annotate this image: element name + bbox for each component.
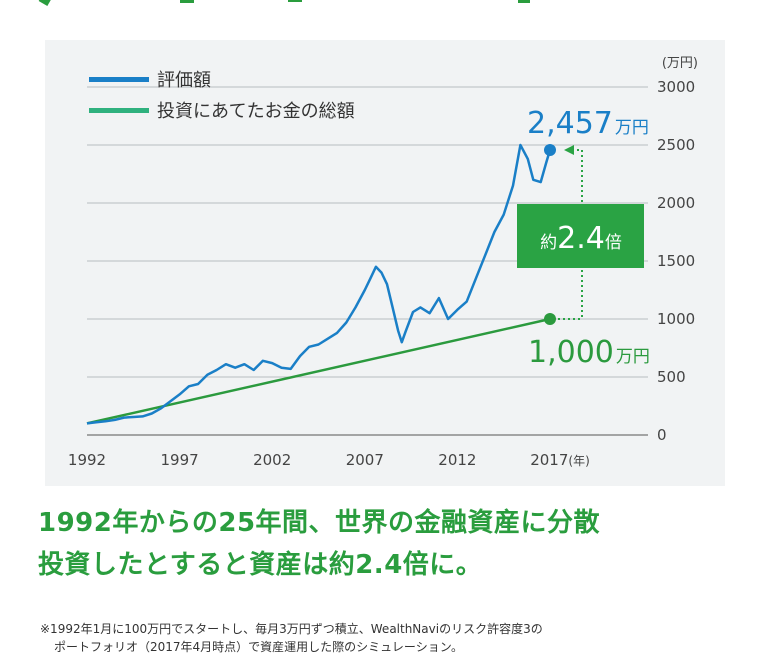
endpoint-unit-valuation: 万円 bbox=[615, 118, 649, 138]
difference-connector bbox=[558, 144, 583, 320]
endpoint-label-valuation: 2,457 万円 bbox=[527, 106, 649, 141]
legend-label-invested-total: 投資にあてたお金の総額 bbox=[157, 101, 355, 122]
ratio-badge-background bbox=[517, 204, 644, 268]
series-line-invested-total bbox=[86, 317, 551, 425]
headline-line-2: 投資したとすると資産は約2.4倍に。 bbox=[38, 550, 483, 580]
top-cropped-heading bbox=[0, 0, 768, 40]
grid-lines bbox=[87, 86, 648, 436]
y-axis-unit-label: (万円) bbox=[662, 56, 698, 71]
endpoint-label-invested-total: 1,000 万円 bbox=[528, 335, 650, 370]
series-line-valuation bbox=[86, 143, 552, 425]
legend: 評価額 投資にあてたお金の総額 bbox=[89, 70, 355, 122]
endpoint-unit-invested-total: 万円 bbox=[616, 347, 650, 367]
endpoint-value-invested-total: 1,000 bbox=[528, 335, 614, 370]
y-tick-label: 2000 bbox=[657, 194, 695, 212]
footnote: ※1992年1月に100万円でスタートし、毎月3万円ずつ積立、WealthNav… bbox=[40, 620, 740, 656]
x-axis-tick-labels: 1992 1997 2002 2007 2012 2017(年) bbox=[68, 451, 590, 469]
ratio-badge-text: 約2.4倍 bbox=[540, 221, 622, 256]
connector-arrowhead bbox=[564, 144, 574, 155]
headline: 1992年からの25年間、世界の金融資産に分散 投資したとすると資産は約2.4倍… bbox=[38, 502, 738, 586]
legend-swatch-invested-total bbox=[89, 108, 149, 113]
endpoint-valuation bbox=[544, 143, 556, 156]
endpoint-invested-total bbox=[544, 313, 556, 325]
y-tick-label: 2500 bbox=[657, 136, 695, 154]
x-tick-label: 2002 bbox=[253, 451, 291, 469]
ratio-badge: 約2.4倍 bbox=[517, 204, 644, 268]
x-tick-label: 2007 bbox=[346, 451, 384, 469]
x-tick-label: 1997 bbox=[161, 451, 199, 469]
x-tick-label: 1992 bbox=[68, 451, 106, 469]
y-tick-label: 3000 bbox=[657, 78, 695, 96]
y-axis-tick-labels: 0 500 1000 1500 2000 2500 3000 bbox=[657, 78, 695, 444]
ratio-badge-prefix: 約 bbox=[540, 233, 557, 253]
ratio-badge-value: 2.4 bbox=[557, 221, 605, 256]
footnote-line-2: ポートフォリオ（2017年4月時点）で資産運用した際のシミュレーション。 bbox=[54, 640, 463, 654]
x-tick-label: 2012 bbox=[438, 451, 476, 469]
legend-label-valuation: 評価額 bbox=[157, 70, 211, 91]
x-axis-unit-label: (年) bbox=[568, 454, 589, 468]
legend-swatch-valuation bbox=[89, 77, 149, 82]
y-tick-label: 1500 bbox=[657, 252, 695, 270]
y-tick-label: 500 bbox=[657, 368, 686, 386]
y-tick-label: 0 bbox=[657, 426, 667, 444]
y-tick-label: 1000 bbox=[657, 310, 695, 328]
x-tick-label: 2017(年) bbox=[530, 451, 590, 469]
ratio-badge-suffix: 倍 bbox=[605, 233, 622, 253]
line-chart: 0 500 1000 1500 2000 2500 3000 1992 1997 2002 200… bbox=[68, 56, 698, 469]
headline-line-1: 1992年からの25年間、世界の金融資産に分散 bbox=[38, 508, 601, 538]
endpoint-value-valuation: 2,457 bbox=[527, 106, 613, 141]
footnote-line-1: ※1992年1月に100万円でスタートし、毎月3万円ずつ積立、WealthNav… bbox=[40, 622, 543, 636]
chart-panel: 0 500 1000 1500 2000 2500 3000 1992 1997 2002 200… bbox=[45, 40, 725, 486]
cropped-heading-fragments bbox=[38, 0, 530, 6]
